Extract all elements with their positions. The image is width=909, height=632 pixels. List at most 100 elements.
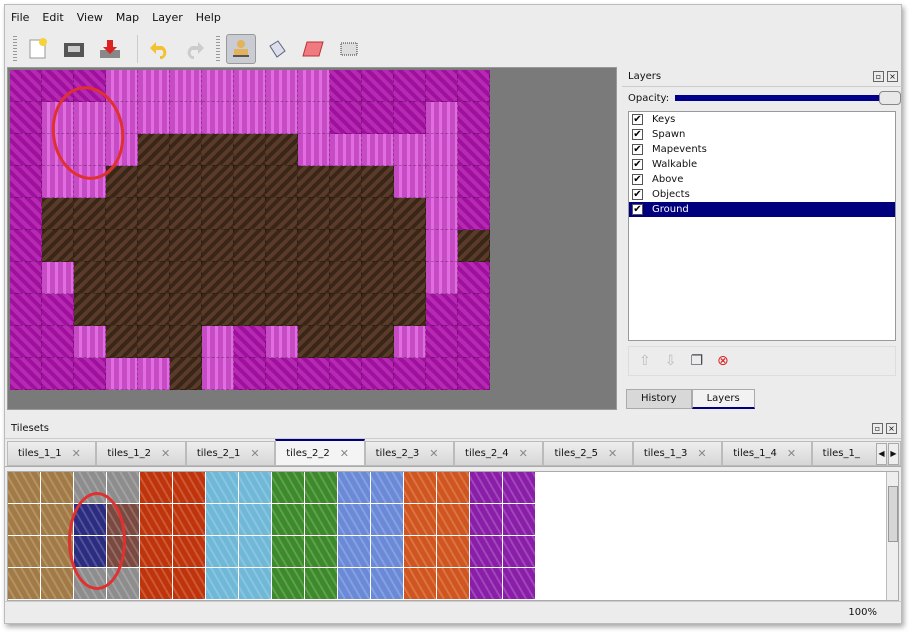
layer-item[interactable]: ✔ Keys — [629, 112, 895, 127]
map-tile[interactable] — [362, 70, 394, 102]
map-tile[interactable] — [394, 294, 426, 326]
close-tab-icon[interactable]: ✕ — [429, 447, 439, 460]
map-tile[interactable] — [234, 294, 266, 326]
tileset-tab[interactable]: tiles_2_2 ✕ — [275, 439, 365, 466]
map-tile[interactable] — [394, 230, 426, 262]
map-tile[interactable] — [42, 294, 74, 326]
layer-item[interactable]: ✔ Walkable — [629, 157, 895, 172]
map-tile[interactable] — [74, 230, 106, 262]
map-tile[interactable] — [394, 102, 426, 134]
map-tile[interactable] — [170, 134, 202, 166]
map-tile[interactable] — [202, 230, 234, 262]
layer-visibility-checkbox[interactable]: ✔ — [632, 174, 643, 185]
map-tile[interactable] — [10, 326, 42, 358]
tileset-tile[interactable] — [8, 472, 41, 504]
tileset-tab[interactable]: tiles_1_2 ✕ — [96, 441, 186, 466]
map-tile[interactable] — [266, 326, 298, 358]
map-tile[interactable] — [426, 166, 458, 198]
float-icon[interactable]: ▫ — [873, 71, 884, 82]
map-tile[interactable] — [234, 166, 266, 198]
map-tile[interactable] — [458, 294, 490, 326]
map-tile[interactable] — [138, 198, 170, 230]
tileset-tile[interactable] — [305, 536, 338, 568]
map-tile[interactable] — [74, 166, 106, 198]
map-tile[interactable] — [138, 166, 170, 198]
scrollbar-thumb[interactable] — [888, 486, 898, 542]
tileset-tile[interactable] — [371, 504, 404, 536]
save-button[interactable] — [95, 34, 125, 64]
map-tile[interactable] — [74, 70, 106, 102]
tileset-grid[interactable] — [8, 472, 536, 600]
map-tile[interactable] — [202, 102, 234, 134]
map-tile[interactable] — [362, 166, 394, 198]
map-tile[interactable] — [362, 198, 394, 230]
map-tile[interactable] — [298, 198, 330, 230]
map-tile[interactable] — [330, 230, 362, 262]
map-tile[interactable] — [138, 70, 170, 102]
map-tile[interactable] — [10, 134, 42, 166]
tileset-tile[interactable] — [41, 568, 74, 600]
map-tile[interactable] — [10, 358, 42, 390]
tileset-tile[interactable] — [404, 472, 437, 504]
tileset-tab[interactable]: tiles_2_3 ✕ — [364, 441, 455, 466]
map-tile[interactable] — [234, 326, 266, 358]
map-tile[interactable] — [426, 358, 458, 390]
map-tile[interactable] — [458, 230, 490, 262]
map-tile[interactable] — [426, 134, 458, 166]
map-tile[interactable] — [362, 326, 394, 358]
close-icon[interactable]: × — [887, 71, 898, 82]
map-tile[interactable] — [202, 70, 234, 102]
map-tile[interactable] — [106, 230, 138, 262]
map-tile[interactable] — [458, 326, 490, 358]
map-tile[interactable] — [362, 262, 394, 294]
tab-history[interactable]: History — [626, 389, 692, 409]
tileset-tile[interactable] — [470, 504, 503, 536]
menu-map[interactable]: Map — [115, 10, 140, 24]
tileset-tile[interactable] — [470, 472, 503, 504]
map-tile[interactable] — [10, 294, 42, 326]
map-tile[interactable] — [330, 358, 362, 390]
map-tile[interactable] — [458, 198, 490, 230]
tileset-tile[interactable] — [338, 536, 371, 568]
undo-button[interactable] — [144, 34, 174, 64]
map-tile[interactable] — [426, 326, 458, 358]
lower-layer-icon[interactable]: ⇩ — [664, 353, 677, 369]
map-tile[interactable] — [330, 102, 362, 134]
map-tile[interactable] — [234, 198, 266, 230]
map-tile[interactable] — [330, 198, 362, 230]
layer-visibility-checkbox[interactable]: ✔ — [632, 144, 643, 155]
map-tile[interactable] — [394, 134, 426, 166]
map-tile[interactable] — [394, 262, 426, 294]
map-tile[interactable] — [362, 134, 394, 166]
layer-item[interactable]: ✔ Mapevents — [629, 142, 895, 157]
tileset-tab[interactable]: tiles_2_4 ✕ — [454, 441, 544, 466]
map-tile[interactable] — [266, 134, 298, 166]
new-button[interactable] — [23, 34, 53, 64]
map-tile[interactable] — [298, 262, 330, 294]
toolbar-grip[interactable] — [216, 36, 220, 62]
map-tile[interactable] — [106, 166, 138, 198]
map-canvas[interactable] — [7, 67, 617, 410]
map-tile[interactable] — [362, 102, 394, 134]
tileset-tile[interactable] — [173, 536, 206, 568]
tileset-tile[interactable] — [41, 536, 74, 568]
tileset-tile[interactable] — [305, 504, 338, 536]
map-tile[interactable] — [330, 134, 362, 166]
raise-layer-icon[interactable]: ⇧ — [639, 353, 651, 369]
close-tab-icon[interactable]: ✕ — [160, 447, 171, 460]
tileset-tile[interactable] — [41, 504, 74, 536]
tileset-tile[interactable] — [371, 536, 404, 568]
layer-item[interactable]: ✔ Objects — [629, 187, 895, 202]
tileset-tile[interactable] — [140, 536, 173, 568]
tileset-tab[interactable]: tiles_1_3 ✕ — [632, 441, 723, 466]
map-tile[interactable] — [170, 262, 202, 294]
map-tiles[interactable] — [10, 70, 490, 390]
open-button[interactable] — [59, 34, 89, 64]
layer-visibility-checkbox[interactable]: ✔ — [632, 204, 643, 215]
close-tab-icon[interactable]: ✕ — [71, 447, 81, 460]
map-tile[interactable] — [330, 262, 362, 294]
map-tile[interactable] — [458, 102, 490, 134]
map-tile[interactable] — [298, 102, 330, 134]
map-tile[interactable] — [426, 262, 458, 294]
layer-item[interactable]: ✔ Above — [629, 172, 895, 187]
